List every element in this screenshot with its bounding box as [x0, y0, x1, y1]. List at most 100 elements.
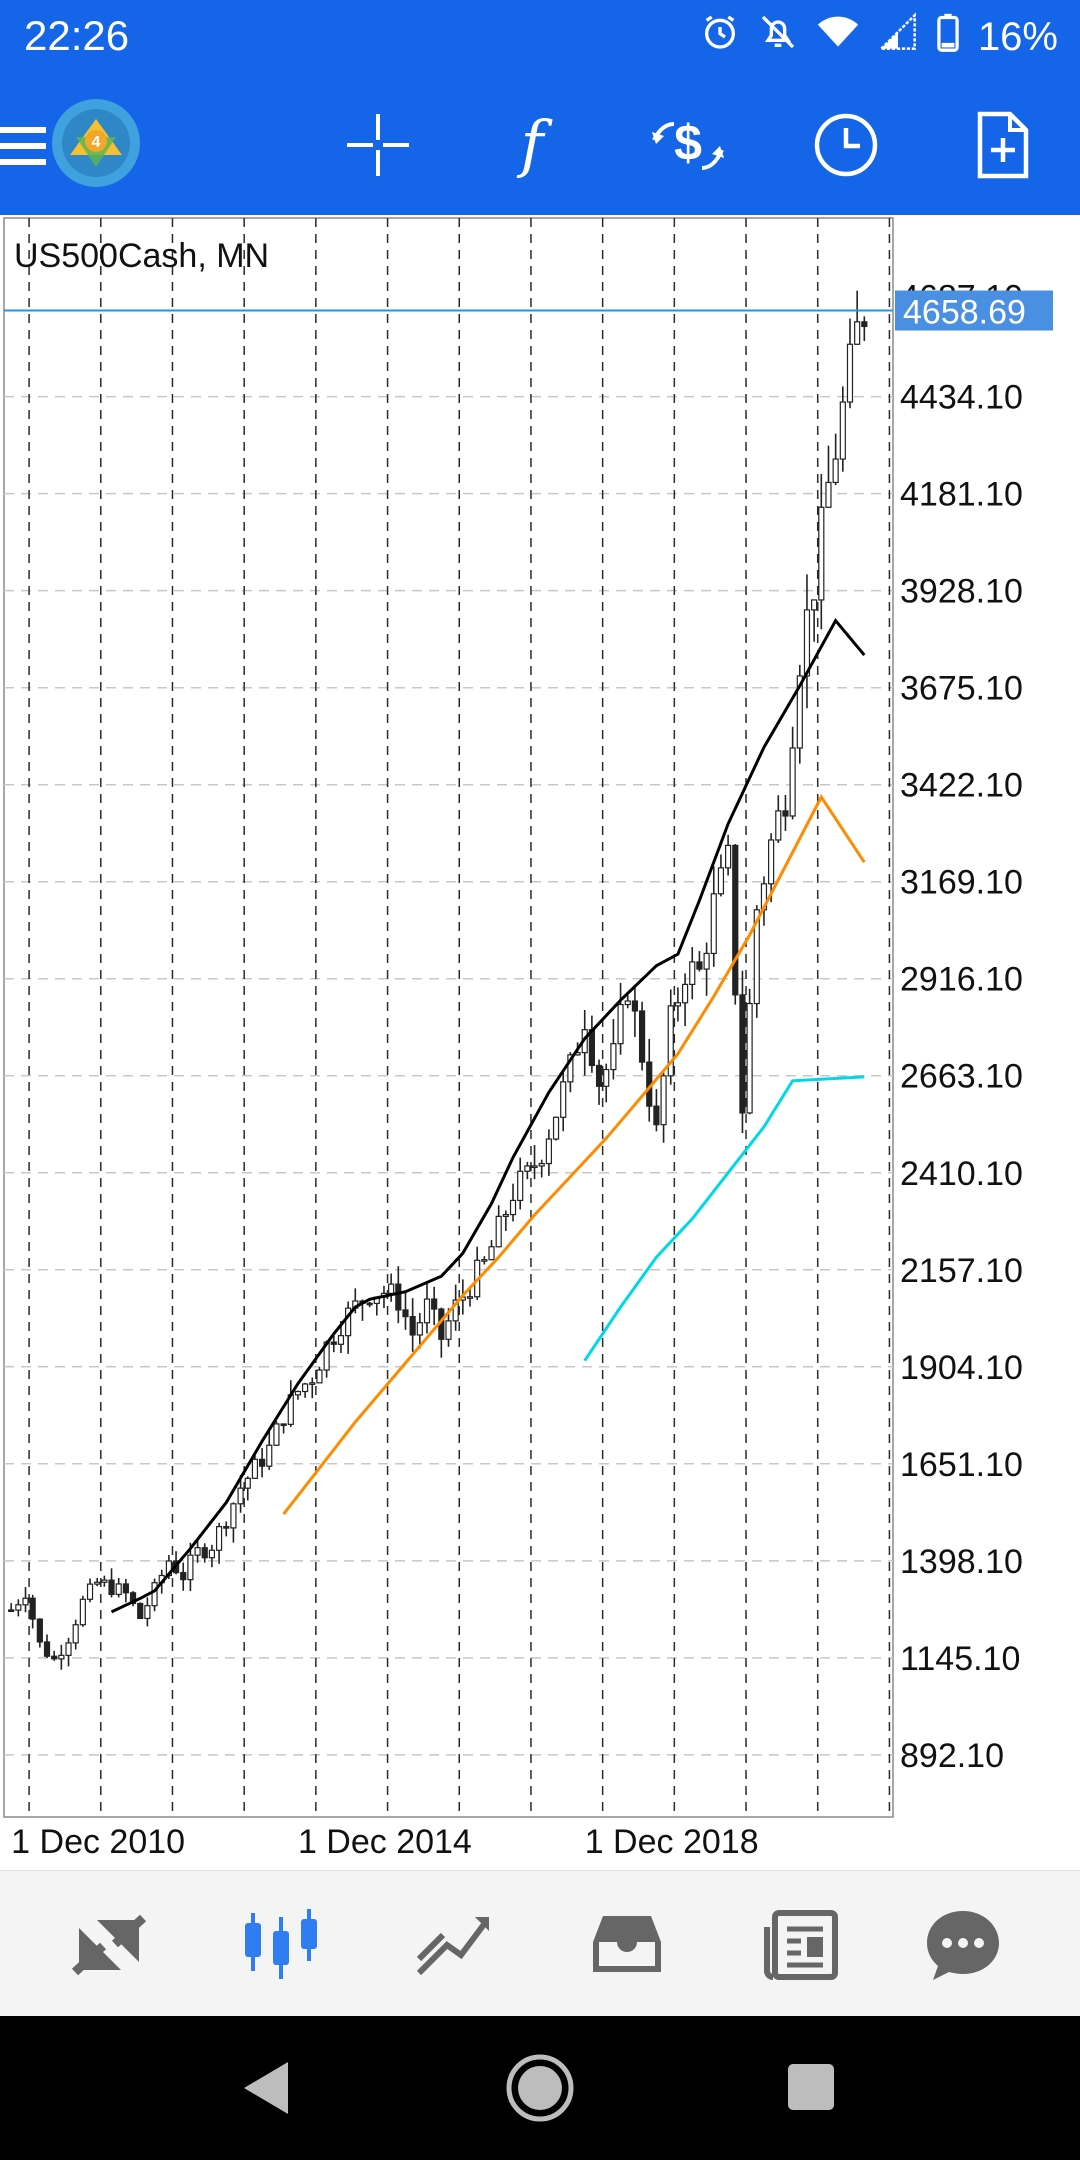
candle-body	[653, 1105, 660, 1126]
x-tick-label: 1 Dec 2018	[585, 1823, 759, 1861]
svg-text:$: $	[674, 115, 702, 171]
candle-body	[72, 1624, 79, 1644]
candle-body	[545, 1138, 552, 1165]
chat-icon[interactable]	[918, 1907, 1008, 1983]
candle-body	[595, 1064, 603, 1087]
candle-body	[689, 961, 696, 986]
candle-body	[294, 1390, 302, 1396]
chart-tab-icon[interactable]	[236, 1907, 326, 1983]
candle-body	[839, 401, 846, 460]
y-tick-label: 3675.10	[900, 670, 1023, 708]
candle-body	[481, 1259, 488, 1262]
candle-body	[588, 1029, 595, 1067]
trade-icon[interactable]: $	[648, 105, 728, 185]
candle-body	[29, 1597, 36, 1620]
new-order-icon[interactable]	[962, 105, 1042, 185]
candle-body	[94, 1581, 101, 1585]
mute-icon	[758, 12, 798, 62]
recents-button[interactable]	[786, 2062, 836, 2117]
y-tick-label: 4434.10	[900, 379, 1023, 417]
candle-body	[345, 1307, 352, 1337]
status-time: 22:26	[24, 12, 130, 59]
crosshair-icon[interactable]	[338, 105, 418, 185]
moving-average-2	[282, 794, 866, 1516]
battery-icon	[936, 12, 960, 62]
candle-body	[617, 1003, 624, 1045]
y-tick-label: 1145.10	[900, 1640, 1020, 1678]
candle-body	[180, 1572, 187, 1581]
candle-body	[129, 1592, 137, 1605]
candle-body	[825, 481, 832, 508]
back-button[interactable]	[236, 2056, 296, 2125]
candle-body	[674, 1002, 682, 1007]
candle-body	[832, 458, 839, 484]
candle-body	[631, 1000, 639, 1012]
candle-body	[796, 675, 803, 749]
trade-tab-icon[interactable]	[408, 1907, 498, 1983]
candle-body	[395, 1283, 402, 1311]
candle-body	[431, 1298, 438, 1310]
app-logo-icon[interactable]: 4	[50, 97, 142, 189]
candle-body	[144, 1605, 151, 1620]
current-price-badge	[895, 290, 1053, 331]
bottom-navigation	[0, 1870, 1080, 2017]
candle-body	[237, 1487, 244, 1505]
candle-body	[732, 844, 739, 996]
candle-body	[466, 1296, 474, 1299]
candle-body	[517, 1170, 524, 1202]
plot-frame	[3, 217, 894, 1818]
y-tick-label: 3928.10	[900, 573, 1023, 611]
app-toolbar: 4 f $	[0, 75, 1080, 215]
alarm-icon	[700, 12, 740, 62]
candle-body	[58, 1654, 65, 1660]
candle-body	[681, 983, 689, 1004]
home-button[interactable]	[504, 2052, 576, 2129]
status-bar: 22:26 16%	[0, 0, 1080, 75]
system-navigation	[0, 2016, 1080, 2160]
candle-body	[108, 1579, 115, 1596]
y-tick-label: 2663.10	[900, 1058, 1023, 1096]
candle-body	[696, 961, 703, 970]
candle-body	[495, 1215, 502, 1248]
candle-body	[782, 810, 789, 817]
candle-body	[194, 1547, 201, 1556]
candle-body	[330, 1341, 337, 1345]
svg-text:f: f	[517, 110, 554, 180]
news-icon[interactable]	[756, 1907, 846, 1983]
candle-body	[775, 810, 782, 841]
candle-body	[725, 844, 732, 869]
candle-body	[445, 1320, 452, 1340]
x-tick-label: 1 Dec 2014	[298, 1823, 472, 1861]
candle-body	[488, 1246, 495, 1261]
candle-body	[452, 1299, 459, 1322]
chart-area[interactable]: 4434.10 4181.10 3928.10 3675.10 3422.10 3169.…	[0, 215, 1080, 1870]
quotes-icon[interactable]	[64, 1907, 154, 1983]
history-icon[interactable]	[582, 1907, 672, 1983]
candle-body	[624, 1000, 631, 1006]
candle-body	[753, 909, 760, 1005]
menu-icon[interactable]	[0, 105, 58, 185]
timeframe-icon[interactable]	[806, 105, 886, 185]
signal-icon	[878, 12, 918, 62]
symbol-label: US500Cash, MN	[14, 237, 270, 275]
indicators-icon[interactable]: f	[492, 105, 572, 185]
candle-body	[201, 1547, 208, 1559]
candle-body	[251, 1458, 259, 1479]
candle-body	[502, 1213, 509, 1217]
candle-body	[101, 1579, 108, 1583]
candle-body	[703, 952, 710, 970]
candle-body	[8, 1609, 15, 1613]
price-chart[interactable]: 4434.10 4181.10 3928.10 3675.10 3422.10 3169.…	[0, 215, 1080, 1870]
candle-body	[524, 1165, 531, 1172]
candle-body	[43, 1641, 51, 1657]
candle-body	[416, 1322, 423, 1336]
y-tick-label: 2157.10	[900, 1252, 1023, 1290]
candle-body	[717, 867, 725, 895]
candle-body	[789, 747, 796, 817]
candle-body	[402, 1309, 409, 1318]
candle-body	[51, 1655, 58, 1660]
current-price-label: 4658.69	[903, 294, 1026, 332]
candle-body	[560, 1081, 567, 1118]
candle-body	[846, 343, 854, 403]
candle-body	[65, 1642, 72, 1656]
